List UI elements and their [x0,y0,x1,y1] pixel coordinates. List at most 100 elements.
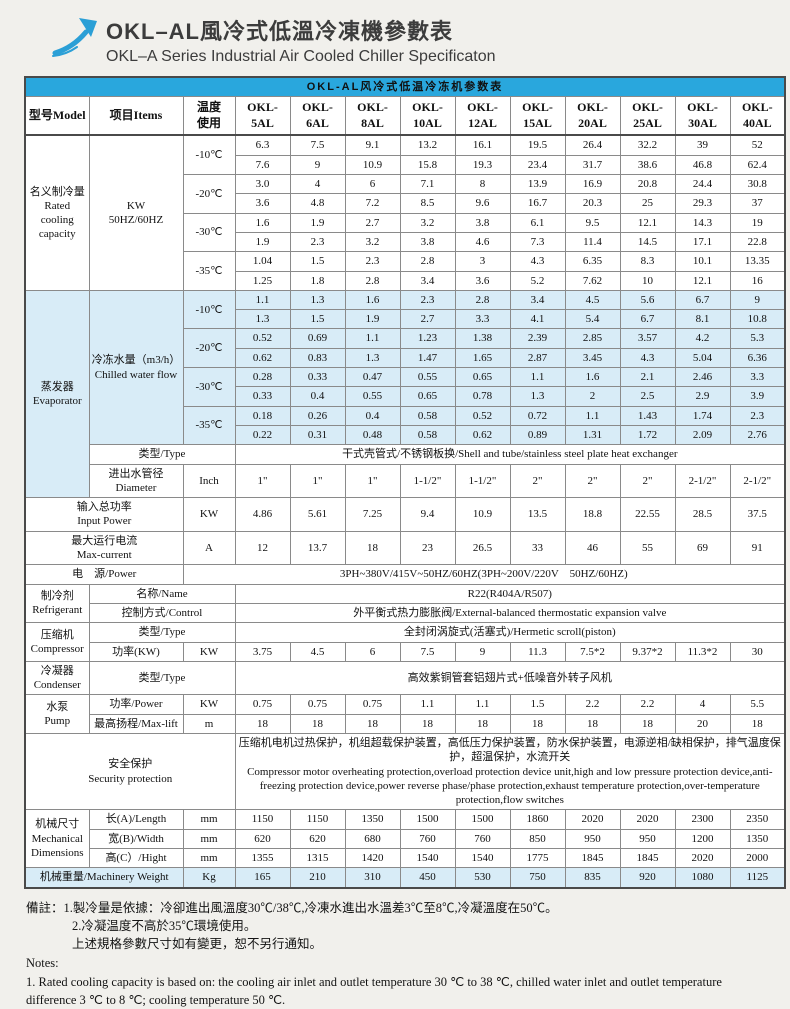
table-cell: 1500 [454,809,511,830]
table-cell: 7.25 [344,497,401,532]
table-cell: 850 [509,828,566,850]
table-cell: 4.3 [509,251,566,272]
row-label: 输入总功率 Input Power [24,497,184,532]
temp-label: -35℃ [182,251,236,291]
table-cell: 18 [399,713,456,734]
table-cell: 6.7 [674,289,731,311]
document-header: OKL–AL風冷式低溫冷凍機參數表 OKL–A Series Industria… [0,0,790,74]
table-cell: 6.3 [234,134,291,156]
table-row: 0.33 0.4 0.55 0.65 0.78 1.3 2 2.5 2.9 3.9 [25,386,786,407]
table-cell: 0.33 [234,386,291,407]
table-cell: 0.65 [399,386,456,407]
table-cell: 6.7 [619,309,676,330]
table-cell: 2300 [674,809,731,830]
unit-label: mm [182,809,236,830]
column-header: OKL- 10AL [399,96,456,137]
note-line-zh-3: 上述規格參數尺寸如有變更，恕不另行通知。 [72,936,323,951]
table-cell: 0.62 [234,347,291,369]
table-cell: 1.1 [509,367,566,388]
column-header: OKL- 12AL [454,96,511,137]
table-row: 冷凝器 Condenser 类型/Type 高效紫铜管套铝翅片式+低噪音外转子风机 [24,660,786,696]
table-cell: 1.6 [234,212,291,233]
table-cell: 16 [729,270,786,291]
table-cell: 16.7 [509,193,566,214]
table-cell: 55 [619,530,676,566]
arrow-up-right-icon [52,16,98,58]
table-cell: 620 [289,828,346,850]
table-cell: 1.38 [454,328,511,349]
table-row: 安全保护 Security protection 压缩机电机过热保护，机组超载保护… [24,732,786,811]
table-cell: 1.9 [234,231,291,253]
unit-label: KW [182,694,236,715]
table-cell: 3.45 [564,347,621,369]
table-cell: 37 [729,193,786,214]
table-cell: 2-1/2" [729,463,786,499]
table-cell: 1.6 [344,289,401,311]
merged-value: 干式壳管式/不锈钢板换/Shell and tube/stainless ste… [234,444,786,465]
table-cell: 20.3 [564,193,621,214]
notes-section: 備註：1.製冷量是依據：冷卻進出風溫度30℃/38℃,冷凍水進出水溫差3℃至8℃… [26,899,770,1009]
table-row: 类型/Type 干式壳管式/不锈钢板换/Shell and tube/stainl… [25,444,786,465]
table-cell: 1.1 [564,405,621,426]
table-cell: 9.37*2 [619,641,676,662]
table-cell: 1845 [564,848,621,869]
row-label: 蒸发器 Evaporator [24,289,90,499]
table-cell: 6.35 [564,251,621,272]
merged-value: 外平衡式热力膨胀阀/External-balanced thermostatic… [234,602,786,624]
table-cell: 1.6 [564,367,621,388]
temp-label: -35℃ [182,405,236,446]
table-cell: 5.3 [729,328,786,349]
table-cell: 7.5 [289,134,346,156]
table-cell: 0.72 [509,405,566,426]
table-cell: 165 [234,867,291,889]
table-cell: 10.9 [344,154,401,176]
table-cell: 4.3 [619,347,676,369]
table-cell: 1.1 [399,694,456,715]
table-cell: 2.8 [344,270,401,291]
table-cell: 37.5 [729,497,786,532]
table-cell: 91 [729,530,786,566]
column-header: OKL- 8AL [344,96,401,137]
table-cell: 5.5 [729,694,786,715]
table-cell: 11.3 [509,641,566,662]
row-sublabel: 长(A)/Length [88,809,184,830]
table-cell: 52 [729,134,786,156]
row-label: 水泵 Pump [24,694,90,734]
table-cell: 10 [619,270,676,291]
table-cell: 23.4 [509,154,566,176]
table-cell: 13.35 [729,251,786,272]
table-cell: 1150 [289,809,346,830]
table-cell: 2.7 [399,309,456,330]
table-cell: 950 [564,828,621,850]
table-cell: 62.4 [729,154,786,176]
row-label: 名义制冷量 Rated cooling capacity [24,134,90,291]
table-cell: 835 [564,867,621,889]
table-cell: 18 [729,713,786,734]
table-cell: 0.75 [289,694,346,715]
page-subtitle: OKL–A Series Industrial Air Cooled Chill… [106,48,496,65]
table-cell: 760 [399,828,456,850]
table-cell: 1.5 [289,309,346,330]
table-cell: 1200 [674,828,731,850]
table-cell: 530 [454,867,511,889]
table-cell: 1420 [344,848,401,869]
column-header: 型号Model [24,96,90,137]
unit-label: mm [182,848,236,869]
table-cell: 1540 [454,848,511,869]
table-cell: 3.3 [454,309,511,330]
table-cell: 1.04 [234,251,291,272]
table-cell: 3.57 [619,328,676,349]
table-row: 制冷剂 Refrigerant 名称/Name R22(R404A/R507) [24,583,786,624]
table-cell: 28.5 [674,497,731,532]
table-cell: 8.5 [399,193,456,214]
table-row: 0.22 0.31 0.48 0.58 0.62 0.89 1.31 1.72 2.09 2.76 [25,424,786,446]
table-cell: 1.23 [399,328,456,349]
table-cell: 2 [564,386,621,407]
table-cell: 0.78 [454,386,511,407]
table-caption: OKL-AL风冷式低温冷冻机参数表 [24,76,786,98]
table-row: 最大运行电流 Max-current A 12 13.7 18 23 26.5 33 46 55 6… [24,530,786,566]
column-header: 温度 使用 [182,96,236,137]
table-cell: 18 [564,713,621,734]
table-cell: 0.75 [234,694,291,715]
table-cell: 0.4 [344,405,401,426]
